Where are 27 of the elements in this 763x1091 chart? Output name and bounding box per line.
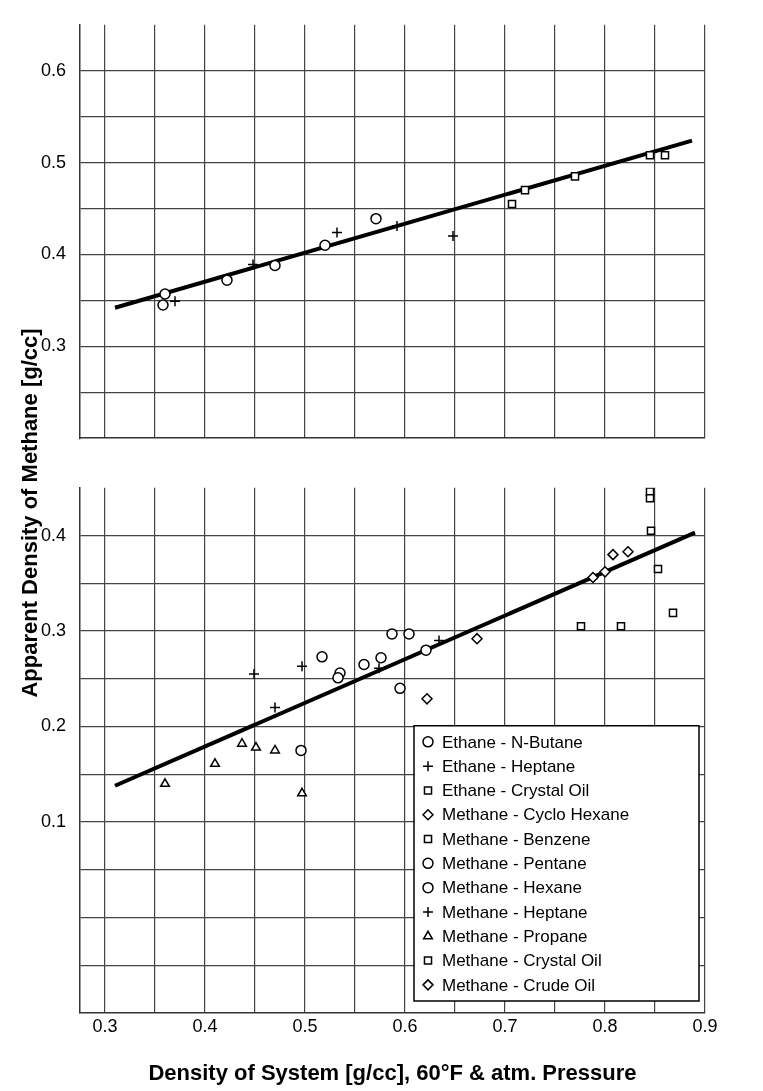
x-tick-label: 0.8: [592, 1015, 618, 1036]
legend-label: Methane - Heptane: [442, 902, 588, 922]
legend-label: Methane - Propane: [442, 926, 588, 946]
text: Ethane - Heptane: [442, 756, 576, 776]
legend-label: Methane - Benzene: [442, 829, 591, 849]
text: Ethane - Crystal Oil: [442, 781, 590, 801]
y-tick-label: 0.3: [40, 335, 66, 356]
legend-label: Methane - Crude Oil: [442, 975, 596, 995]
y-tick-label: 0.6: [40, 59, 66, 80]
x-tick-label: 0.4: [192, 1015, 218, 1036]
y-tick-label: 0.1: [40, 810, 66, 831]
x-tick-label: 0.3: [92, 1015, 118, 1036]
legend-label: Methane - Hexane: [442, 878, 582, 898]
y-axis-title: Apparent Density of Methane [g/cc]: [17, 328, 42, 698]
y-tick-label: 0.4: [40, 243, 66, 264]
x-tick-label: 0.7: [492, 1015, 518, 1036]
legend-label: Methane - Pentane: [442, 854, 587, 874]
x-tick-label: 0.9: [692, 1015, 718, 1036]
text: Ethane - N-Butane: [442, 732, 583, 752]
y-tick-label: 0.3: [40, 620, 66, 641]
x-axis-title: Density of System [g/cc], 60°F & atm. Pressure: [148, 1059, 637, 1085]
y-tick-label: 0.5: [40, 151, 66, 172]
y-tick-label: 0.2: [40, 715, 66, 736]
x-tick-label: 0.6: [392, 1015, 418, 1036]
legend-label: Methane - Crystal Oil: [442, 951, 602, 971]
x-tick-label: 0.5: [292, 1015, 318, 1036]
legend-label: Methane - Cyclo Hexane: [442, 805, 630, 825]
